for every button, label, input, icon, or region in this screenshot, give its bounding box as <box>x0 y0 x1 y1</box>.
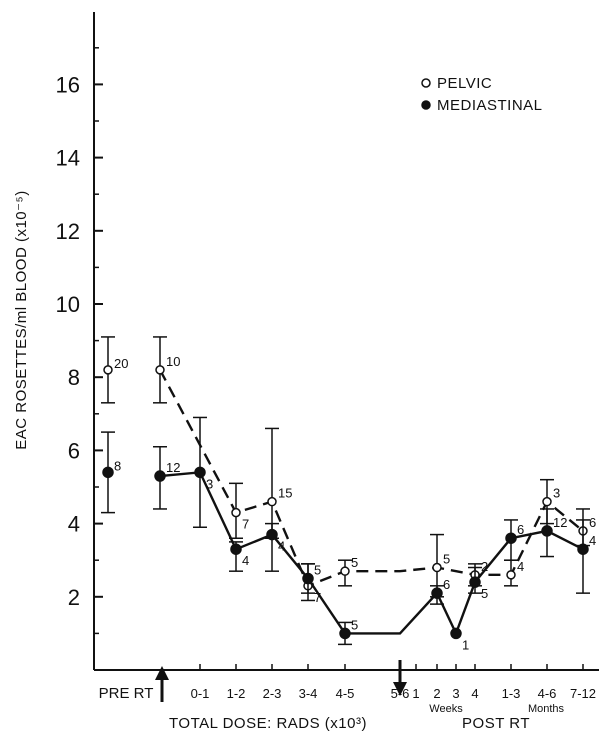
y-tick-label: 8 <box>68 365 80 390</box>
data-point <box>542 496 552 507</box>
data-point <box>155 365 165 375</box>
data-point <box>103 365 113 375</box>
y-tick-label: 16 <box>56 72 80 97</box>
x-tick-label: 1 <box>412 686 419 701</box>
legend: PELVIC MEDIASTINAL <box>421 75 543 114</box>
data-point <box>577 543 589 555</box>
data-point <box>432 562 442 573</box>
sample-size-label: 6 <box>517 522 524 537</box>
sample-size-label: 4 <box>589 533 596 548</box>
x-tick-label: 4-5 <box>336 686 355 701</box>
sample-size-label: 2 <box>481 559 488 574</box>
data-point <box>506 570 516 580</box>
sample-size-label: 20 <box>114 356 128 371</box>
x-tick-label: 1-2 <box>227 686 246 701</box>
sample-size-label: 1 <box>462 637 469 652</box>
x-tick-label: 7-12 <box>570 686 596 701</box>
y-tick-label: 4 <box>68 512 80 537</box>
x-group-label-months: Months <box>528 703 565 715</box>
y-tick-label: 2 <box>68 585 80 610</box>
y-tick-label: 10 <box>56 292 80 317</box>
data-point <box>340 566 350 576</box>
end-arrow-head <box>393 682 407 696</box>
data-point <box>469 576 481 588</box>
x-tick-label: 4-6 <box>538 686 557 701</box>
sample-size-label: 4 <box>242 553 249 568</box>
y-tick-label: 12 <box>56 219 80 244</box>
legend-label: PELVIC <box>437 75 492 92</box>
sample-size-label: 8 <box>114 458 121 473</box>
sample-size-label: 5 <box>481 586 488 601</box>
data-point <box>266 528 278 541</box>
y-axis-label: EAC ROSETTES/ml BLOOD (x10⁻⁵) <box>13 190 30 450</box>
data-point <box>450 627 462 640</box>
legend-marker <box>421 100 431 110</box>
data-point <box>230 543 242 555</box>
data-point <box>339 627 351 640</box>
sample-size-label: 4 <box>517 559 524 574</box>
sample-size-label: 5 <box>314 563 321 578</box>
x-tick-label: 2-3 <box>263 686 282 701</box>
data-point <box>102 466 114 479</box>
sample-size-label: 6 <box>589 515 596 530</box>
sample-size-label: 5 <box>351 555 358 570</box>
x-axis-label: TOTAL DOSE: RADS (x10³) <box>169 715 367 732</box>
x-tick-label: 4 <box>471 686 478 701</box>
sample-size-label: 4 <box>278 539 285 554</box>
x-tick-label: 0-1 <box>191 686 210 701</box>
data-point <box>541 525 553 537</box>
sample-size-label: 6 <box>443 577 450 592</box>
x-tick-label: 1-3 <box>502 686 521 701</box>
x-tick-label: PRE RT <box>99 685 154 702</box>
legend-marker <box>421 78 431 88</box>
sample-size-label: 15 <box>278 486 292 501</box>
sample-size-label: 7 <box>242 517 249 532</box>
y-tick-label: 6 <box>68 438 80 463</box>
x-tick-label: 3-4 <box>299 686 318 701</box>
x-axis-label-post-rt: POST RT <box>462 715 530 732</box>
sample-size-label: 3 <box>553 486 560 501</box>
sample-size-label: 5 <box>443 552 450 567</box>
sample-size-label: 12 <box>553 515 567 530</box>
data-point <box>154 470 166 482</box>
series-line <box>158 369 584 588</box>
sample-size-label: 12 <box>166 460 180 475</box>
data-point <box>267 496 277 507</box>
series-pelvic: 20 10 7 15 7 5 5 2 4 3 6 <box>101 336 596 605</box>
series-line <box>159 471 584 637</box>
data-point <box>231 507 241 518</box>
x-group-label-weeks: Weeks <box>429 703 463 715</box>
start-arrow-head <box>155 666 169 680</box>
sample-size-label: 10 <box>166 354 180 369</box>
x-tick-label: 2 <box>433 686 440 701</box>
x-tick-label: 3 <box>452 686 459 701</box>
data-point <box>194 466 206 479</box>
data-point <box>505 532 517 544</box>
data-point <box>431 587 443 599</box>
x-ticks: PRE RT0-11-22-33-44-55-612341-34-67-12We… <box>99 660 596 715</box>
y-ticks: 2 4 6 8 10 12 14 16 <box>56 47 103 635</box>
legend-label: MEDIASTINAL <box>437 97 543 114</box>
sample-size-label: 5 <box>351 617 358 632</box>
sample-size-label: 3 <box>206 476 213 491</box>
sample-size-label: 7 <box>314 590 321 605</box>
data-point <box>302 572 314 585</box>
y-tick-label: 14 <box>56 146 80 171</box>
